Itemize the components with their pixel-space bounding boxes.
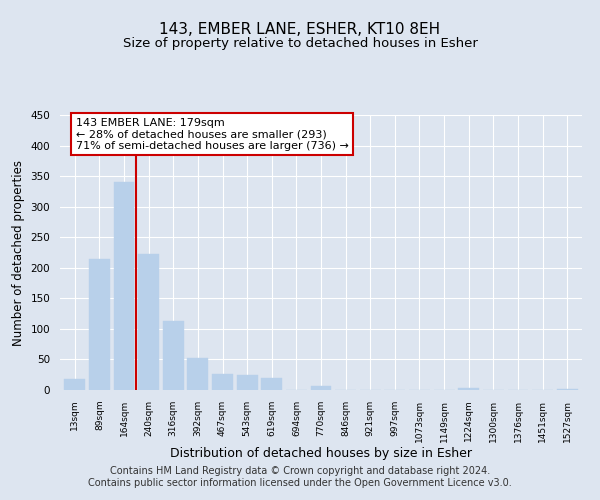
Text: 143, EMBER LANE, ESHER, KT10 8EH: 143, EMBER LANE, ESHER, KT10 8EH [160, 22, 440, 38]
Bar [311, 386, 331, 390]
Bar [236, 376, 257, 390]
Bar [113, 182, 134, 390]
Bar [557, 389, 578, 390]
Bar [163, 321, 184, 390]
Text: Size of property relative to detached houses in Esher: Size of property relative to detached ho… [122, 38, 478, 51]
Bar [212, 374, 233, 390]
Text: Contains HM Land Registry data © Crown copyright and database right 2024.
Contai: Contains HM Land Registry data © Crown c… [88, 466, 512, 487]
Bar [64, 379, 85, 390]
Bar [458, 388, 479, 390]
Bar [89, 258, 110, 390]
Text: 143 EMBER LANE: 179sqm
← 28% of detached houses are smaller (293)
71% of semi-de: 143 EMBER LANE: 179sqm ← 28% of detached… [76, 118, 349, 151]
X-axis label: Distribution of detached houses by size in Esher: Distribution of detached houses by size … [170, 448, 472, 460]
Bar [187, 358, 208, 390]
Bar [261, 378, 282, 390]
Y-axis label: Number of detached properties: Number of detached properties [12, 160, 25, 346]
Bar [138, 254, 159, 390]
